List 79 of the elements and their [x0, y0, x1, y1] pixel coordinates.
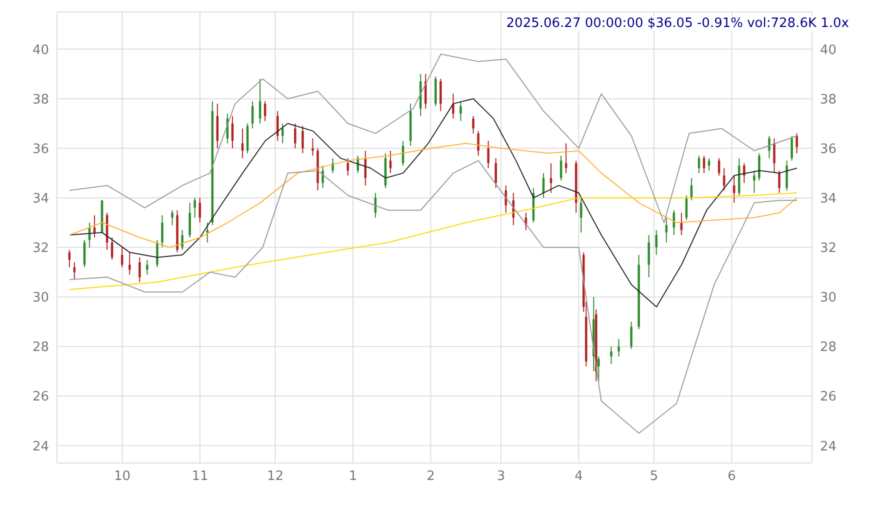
- y2-tick-label: 30: [820, 290, 837, 306]
- y2-tick-label: 26: [820, 390, 837, 405]
- y-tick-label: 32: [32, 241, 49, 256]
- chart-title: 2025.06.27 00:00:00 $36.05 -0.91% vol:728.6K 1.0x: [504, 16, 851, 31]
- candlestick: [665, 217, 668, 243]
- x-tick-label: 1: [348, 469, 358, 484]
- candlestick: [618, 338, 620, 357]
- candlestick: [194, 197, 196, 218]
- candlestick: [630, 321, 632, 350]
- candlestick: [138, 256, 141, 283]
- y2-tick-label: 32: [820, 241, 837, 256]
- x-tick-label: 2: [426, 469, 435, 484]
- candlestick: [389, 150, 392, 174]
- candlestick: [241, 128, 244, 159]
- y-tick-label: 30: [32, 290, 49, 306]
- x-tick-label: 12: [266, 469, 284, 484]
- y2-tick-label: 36: [820, 142, 837, 157]
- candlestick: [312, 138, 314, 156]
- candlestick: [743, 162, 746, 184]
- y-tick-label: 26: [32, 390, 49, 405]
- line-series: [69, 142, 798, 248]
- candlestick: [83, 239, 86, 268]
- x-tick-label: 5: [650, 469, 658, 484]
- candlestick: [332, 158, 334, 174]
- candlestick: [472, 116, 474, 134]
- x-tick-label: 4: [574, 469, 583, 484]
- candlestick: [281, 123, 284, 144]
- candlestick: [110, 237, 114, 260]
- candlestick: [198, 197, 201, 224]
- line-series: [69, 98, 798, 308]
- x-tick-label: 11: [192, 469, 208, 484]
- candlestick: [786, 160, 788, 191]
- candlestick: [610, 346, 612, 364]
- candlestick: [790, 135, 793, 162]
- candlestick: [440, 78, 442, 112]
- candlestick: [758, 152, 760, 182]
- y-tick-label: 28: [32, 340, 49, 356]
- candlestick: [171, 210, 174, 226]
- y2-tick-label: 38: [820, 92, 837, 108]
- candlestick: [487, 140, 490, 169]
- candlestick: [452, 93, 454, 120]
- y2-tick-label: 28: [820, 340, 837, 356]
- candlestick: [598, 356, 600, 382]
- y2-tick-label: 24: [820, 439, 837, 454]
- y-tick-label: 34: [32, 191, 49, 206]
- candlestick: [156, 239, 158, 268]
- candlestick: [655, 230, 658, 256]
- candlestick: [773, 138, 776, 174]
- candlestick: [161, 214, 164, 248]
- candlestick: [753, 170, 756, 194]
- candlestick: [206, 222, 208, 243]
- x-tick-label: 10: [114, 469, 130, 484]
- candlestick: [146, 259, 148, 276]
- y-tick-label: 38: [32, 92, 49, 108]
- candlestick: [477, 130, 480, 156]
- candlestick: [181, 230, 184, 250]
- candlestick: [504, 184, 507, 214]
- y2-tick-label: 34: [820, 191, 837, 206]
- candlestick: [302, 125, 304, 154]
- candlestick: [768, 135, 770, 159]
- y2-tick-label: 40: [820, 42, 837, 58]
- line-series: [69, 160, 798, 434]
- y-tick-label: 36: [32, 142, 49, 157]
- candlestick: [494, 158, 497, 188]
- y-tick-label: 24: [32, 439, 49, 454]
- candlestick: [732, 175, 736, 204]
- candlestick: [648, 234, 650, 278]
- line-series: [69, 54, 798, 224]
- candlestick: [778, 170, 780, 194]
- y-tick-label: 40: [32, 42, 49, 58]
- x-tick-label: 3: [496, 469, 506, 484]
- candlestick: [796, 132, 798, 154]
- candlestick: [68, 249, 71, 268]
- candlestick: [188, 202, 191, 238]
- candlestick: [322, 165, 324, 188]
- candlestick: [294, 123, 296, 149]
- candlestick: [460, 100, 462, 122]
- candlestick: [346, 158, 349, 176]
- x-tick-label: 6: [728, 469, 736, 484]
